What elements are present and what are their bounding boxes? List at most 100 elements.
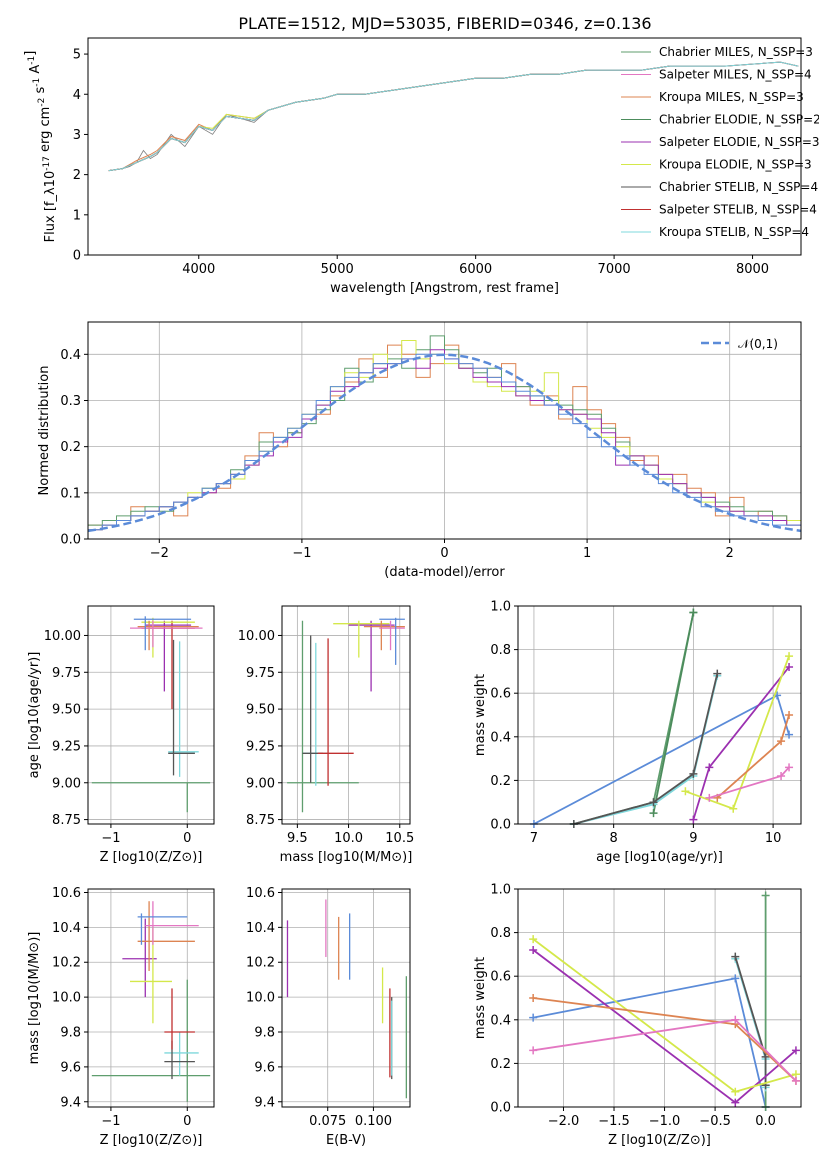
mass-age-xtick-label: 10.5 xyxy=(385,831,414,846)
residuals-ylabel: Normed distribution xyxy=(37,366,52,496)
mass-age-ytick-label: 9.50 xyxy=(246,703,275,718)
weight-marker xyxy=(785,763,794,772)
z-mass-ytick-label: 9.4 xyxy=(60,1095,81,1110)
legend-entry: 𝒩(0,1) xyxy=(738,337,778,351)
z-weight-xtick-label: −1.5 xyxy=(598,1114,630,1129)
weight-marker xyxy=(761,891,770,900)
mass-age-ytick-label: 9.00 xyxy=(246,776,275,791)
spectrum-xtick-label: 4000 xyxy=(182,262,215,277)
weight-marker xyxy=(649,809,658,818)
spectrum-ytick-label: 5 xyxy=(73,48,81,63)
residuals-ytick-label: 0.0 xyxy=(60,533,81,548)
weight-marker xyxy=(785,663,794,672)
z-weight-ytick-label: 0.0 xyxy=(490,1101,511,1116)
z-mass-ytick-label: 10.2 xyxy=(52,956,81,971)
z-age-ylabel: age [log10(age/yr)] xyxy=(27,652,42,779)
spectrum-frame xyxy=(87,37,802,256)
ebv-mass-xtick-label: 0.100 xyxy=(355,1114,392,1129)
mass-age-ytick-label: 9.25 xyxy=(246,739,275,754)
spectrum-xlabel: wavelength [Angstrom, rest frame] xyxy=(330,281,559,296)
z-age-xtick-label: −1 xyxy=(101,831,120,846)
age-weight-ytick-label: 0.6 xyxy=(490,687,511,702)
spectrum-title: PLATE=1512, MJD=53035, FIBERID=0346, z=0… xyxy=(238,14,651,33)
weight-marker xyxy=(689,608,698,617)
spectrum-ytick-label: 1 xyxy=(73,208,81,223)
mass-age-xlabel: mass [log10(M/M⊙)] xyxy=(280,850,413,865)
residuals-axes: −2 −1 0 1 2 0.0 0.1 0.2 0.3 0.4 𝒩(0,1) (data-model)… xyxy=(37,321,802,580)
z-weight-ylabel: mass weight xyxy=(473,957,488,1039)
spectrum-axes: 4000 5000 6000 7000 8000 0 1 2 3 4 5 Chabrier MILES… xyxy=(23,37,819,296)
weight-marker xyxy=(529,1013,538,1022)
weight-marker xyxy=(731,952,740,961)
z-age-frame xyxy=(87,605,215,825)
age-weight-xlabel: age [log10(age/yr)] xyxy=(596,850,723,865)
mass-age-ytick-label: 8.75 xyxy=(246,813,275,828)
ebv-mass-ytick-label: 10.6 xyxy=(246,886,275,901)
weight-marker xyxy=(785,730,794,739)
residuals-xtick-label: 1 xyxy=(583,546,591,561)
z-mass-xlabel: Z [log10(Z/Z⊙)] xyxy=(100,1133,203,1148)
residuals-ytick-label: 0.4 xyxy=(60,348,81,363)
mass-age-ytick-label: 9.75 xyxy=(246,666,275,681)
z-age-ytick-label: 9.25 xyxy=(52,739,81,754)
age-weight-frame xyxy=(517,605,802,825)
age-weight-xtick-label: 9 xyxy=(689,831,697,846)
legend-entry: Kroupa MILES, N_SSP=3 xyxy=(659,90,804,104)
mass-age-ytick-label: 10.00 xyxy=(238,629,275,644)
ebv-mass-ytick-label: 9.6 xyxy=(254,1060,275,1075)
z-mass-ytick-label: 9.8 xyxy=(60,1026,81,1041)
z-age-xlabel: Z [log10(Z/Z⊙)] xyxy=(100,850,203,865)
legend-entry: Kroupa STELIB, N_SSP=4 xyxy=(659,225,809,239)
z-weight-ytick-label: 0.8 xyxy=(490,926,511,941)
z-mass-frame xyxy=(87,888,215,1108)
normal-curve-line xyxy=(88,353,801,533)
weight-marker xyxy=(785,652,794,661)
spectrum-ytick-label: 2 xyxy=(73,168,81,183)
spectrum-ytick-label: 3 xyxy=(73,128,81,143)
age-weight-ylabel: mass weight xyxy=(473,674,488,756)
ebv-mass-frame xyxy=(281,888,411,1108)
z-weight-xtick-label: −2.0 xyxy=(548,1114,580,1129)
mass-age-xtick-label: 9.5 xyxy=(287,831,308,846)
residuals-frame xyxy=(87,321,802,540)
weight-marker xyxy=(529,946,538,955)
weight-marker xyxy=(731,1098,740,1107)
z-weight-axes: −2.0 −1.5 −1.0 −0.5 0.0 0.0 0.2 0.4 0.6 0.8 1.0 Z [… xyxy=(473,883,802,1148)
z-age-ytick-label: 9.75 xyxy=(52,666,81,681)
age-weight-xtick-label: 7 xyxy=(530,831,538,846)
z-weight-ytick-label: 0.2 xyxy=(490,1057,511,1072)
weight-marker xyxy=(761,1052,770,1061)
residuals-xtick-label: 2 xyxy=(726,546,734,561)
age-weight-ytick-label: 0.8 xyxy=(490,643,511,658)
z-weight-frame xyxy=(517,888,802,1108)
weight-marker xyxy=(729,804,738,813)
z-age-axes: −1 0 8.75 9.00 9.25 9.50 9.75 10.00 Z [log10(Z/Z… xyxy=(27,605,215,865)
z-age-xtick-label: 0 xyxy=(183,831,191,846)
residuals-ytick-label: 0.2 xyxy=(60,440,81,455)
mass-age-axes: 9.5 10.0 10.5 8.75 9.00 9.25 9.50 9.75 10.00 mass… xyxy=(238,605,414,865)
residuals-xlabel: (data-model)/error xyxy=(384,565,505,580)
weight-line xyxy=(652,612,695,814)
ebv-mass-ytick-label: 10.4 xyxy=(246,921,275,936)
residual-histogram-step xyxy=(88,353,801,531)
legend-entry: Salpeter MILES, N_SSP=4 xyxy=(659,68,812,82)
ebv-mass-ytick-label: 9.4 xyxy=(254,1095,275,1110)
weight-marker xyxy=(791,1076,800,1085)
weight-marker xyxy=(731,974,740,983)
residuals-xtick-label: −2 xyxy=(150,546,169,561)
ebv-mass-xtick-label: 0.075 xyxy=(309,1114,346,1129)
age-weight-ytick-label: 0.2 xyxy=(490,774,511,789)
z-weight-ytick-label: 0.6 xyxy=(490,970,511,985)
spectrum-ytick-label: 0 xyxy=(73,249,81,264)
z-weight-ytick-label: 0.4 xyxy=(490,1013,511,1028)
weight-marker xyxy=(689,815,698,824)
z-age-ytick-label: 9.00 xyxy=(52,776,81,791)
ebv-mass-ytick-label: 9.8 xyxy=(254,1026,275,1041)
weight-marker xyxy=(777,772,786,781)
age-weight-ytick-label: 1.0 xyxy=(490,600,511,615)
weight-marker xyxy=(529,1046,538,1055)
z-mass-xtick-label: 0 xyxy=(183,1114,191,1129)
age-weight-ytick-label: 0.4 xyxy=(490,730,511,745)
weight-marker xyxy=(731,1015,740,1024)
